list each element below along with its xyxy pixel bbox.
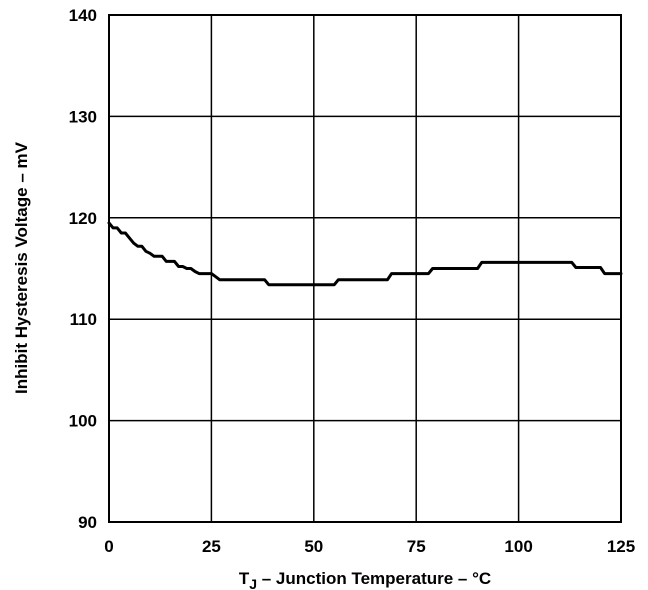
y-tick-label: 100	[69, 412, 97, 431]
series-line	[107, 221, 623, 287]
y-tick-label: 110	[70, 310, 97, 329]
x-axis-title-suffix: – Junction Temperature – °C	[257, 569, 491, 588]
plot-frame	[108, 14, 622, 523]
x-tick-label: 125	[607, 537, 635, 556]
y-tick-label: 90	[78, 513, 97, 532]
x-axis-title: TJ – Junction Temperature – °C	[239, 569, 491, 590]
x-tick-label: 50	[304, 537, 323, 556]
y-tick-label: 140	[69, 6, 97, 25]
x-tick-label: 0	[104, 537, 113, 556]
x-tick-label: 75	[407, 537, 426, 556]
y-tick-labels: 90 100 110 120 130 140	[69, 6, 97, 532]
y-axis-title: Inhibit Hysteresis Voltage – mV	[12, 141, 31, 394]
y-tick-label: 130	[69, 107, 97, 126]
x-tick-label: 25	[202, 537, 221, 556]
y-tick-label: 120	[69, 209, 97, 228]
x-tick-labels: 0 25 50 75 100 125	[104, 537, 635, 556]
x-tick-label: 100	[504, 537, 532, 556]
x-axis-title-prefix: T	[239, 569, 250, 588]
x-axis-title-subscript: J	[249, 576, 257, 590]
